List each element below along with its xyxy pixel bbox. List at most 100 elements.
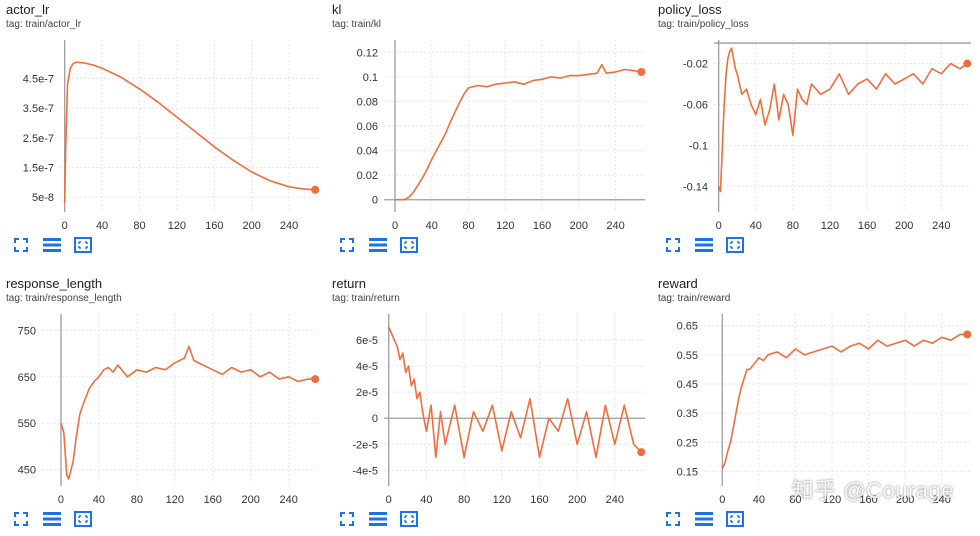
expand-icon[interactable] xyxy=(338,510,356,528)
expand-icon[interactable] xyxy=(12,510,30,528)
y-tick-label: -0.02 xyxy=(683,59,708,71)
chart-plot: 5e-8 1.5e-7 2.5e-7 3.5e-7 4.5e-7 0 40 80 120 160 2… xyxy=(23,40,320,232)
series-line xyxy=(395,63,642,201)
data-table-icon[interactable] xyxy=(695,510,713,528)
chart-panel-return: return tag: train/return -4e-5 -2e-5 0 2e-5… xyxy=(326,274,646,536)
chart-tag: tag: train/policy_loss xyxy=(658,19,749,30)
series-line xyxy=(63,61,316,204)
y-tick-label: 2e-5 xyxy=(356,387,378,399)
fit-domain-icon[interactable] xyxy=(726,510,744,528)
chart-title: kl xyxy=(332,2,342,17)
chart-tag: tag: train/actor_lr xyxy=(6,19,82,30)
y-tick-label: 0.1 xyxy=(363,72,378,84)
y-tick-label: 0.45 xyxy=(677,379,698,391)
fit-domain-icon[interactable] xyxy=(726,236,744,254)
y-tick-label: 4.5e-7 xyxy=(23,74,54,86)
series-end-marker xyxy=(963,59,972,68)
y-tick-label: 0.25 xyxy=(677,437,698,449)
x-tick-label: 80 xyxy=(789,494,801,506)
watermark: 知乎 @Courage xyxy=(791,478,954,503)
expand-icon[interactable] xyxy=(12,236,30,254)
x-tick-label: 80 xyxy=(133,220,145,232)
fit-domain-icon[interactable] xyxy=(74,510,92,528)
x-tick-label: 120 xyxy=(168,220,186,232)
y-tick-label: 0.12 xyxy=(357,47,378,59)
y-tick-label: -4e-5 xyxy=(352,465,378,477)
chart-toolbar xyxy=(664,510,744,528)
fit-domain-icon[interactable] xyxy=(74,236,92,254)
x-tick-label: 80 xyxy=(462,220,474,232)
x-tick-label: 40 xyxy=(420,494,432,506)
y-tick-label: 650 xyxy=(18,372,36,384)
y-tick-label: 750 xyxy=(18,325,36,337)
chart-panel-kl: kl tag: train/kl 0 0.02 0.04 0.06 0.08 0.1 0.1… xyxy=(326,0,646,262)
series-end-marker xyxy=(311,375,320,384)
expand-icon[interactable] xyxy=(664,510,682,528)
y-tick-label: 450 xyxy=(18,465,36,477)
x-tick-label: 240 xyxy=(933,494,951,506)
expand-icon[interactable] xyxy=(338,236,356,254)
x-tick-label: 200 xyxy=(568,494,586,506)
x-tick-label: 0 xyxy=(716,220,722,232)
y-tick-label: 0.35 xyxy=(677,408,698,420)
x-tick-label: 160 xyxy=(530,494,548,506)
fit-domain-icon[interactable] xyxy=(400,236,418,254)
x-tick-label: 0 xyxy=(719,494,725,506)
y-tick-label: 0.15 xyxy=(677,466,698,478)
series-end-marker xyxy=(637,67,646,76)
chart-title: return xyxy=(332,276,366,291)
x-tick-label: 120 xyxy=(821,220,839,232)
x-tick-label: 40 xyxy=(96,220,108,232)
chart-plot: 0 0.02 0.04 0.06 0.08 0.1 0.12 0 40 80 120 160 200 24… xyxy=(357,40,646,232)
data-table-icon[interactable] xyxy=(695,236,713,254)
x-tick-label: 200 xyxy=(570,220,588,232)
y-tick-label: 2.5e-7 xyxy=(23,133,54,145)
x-tick-label: 240 xyxy=(280,220,298,232)
chart-title: response_length xyxy=(6,276,103,291)
expand-icon[interactable] xyxy=(664,236,682,254)
fit-domain-icon[interactable] xyxy=(400,510,418,528)
x-tick-label: 80 xyxy=(787,220,799,232)
x-tick-label: 40 xyxy=(753,494,765,506)
chart-toolbar xyxy=(12,510,92,528)
x-tick-label: 120 xyxy=(496,220,514,232)
y-tick-label: -2e-5 xyxy=(352,439,378,451)
chart-tag: tag: train/return xyxy=(332,293,400,304)
y-tick-label: -0.1 xyxy=(689,140,708,152)
chart-title: policy_loss xyxy=(658,2,722,17)
series-line xyxy=(60,345,316,480)
y-tick-label: 0 xyxy=(372,413,378,425)
x-tick-label: 200 xyxy=(896,494,914,506)
data-table-icon[interactable] xyxy=(369,510,387,528)
y-tick-label: 5e-8 xyxy=(32,192,54,204)
series-line xyxy=(721,333,968,469)
data-table-icon[interactable] xyxy=(43,510,61,528)
chart-panel-policy-loss: policy_loss tag: train/policy_loss -0.02… xyxy=(652,0,972,262)
chart-plot: -0.02 -0.06 -0.1 -0.14 0 40 80 120 160 200 240 xyxy=(683,40,972,232)
x-tick-label: 160 xyxy=(533,220,551,232)
x-tick-label: 120 xyxy=(166,494,184,506)
y-tick-label: 0.02 xyxy=(357,170,378,182)
y-tick-label: 0.08 xyxy=(357,96,378,108)
y-tick-label: 0.06 xyxy=(357,121,378,133)
chart-toolbar xyxy=(664,236,744,254)
chart-plot: 0.15 0.25 0.35 0.45 0.55 0.65 0 40 80 120 160 200 24… xyxy=(677,314,972,506)
x-tick-label: 240 xyxy=(606,220,624,232)
x-tick-label: 200 xyxy=(242,494,260,506)
x-tick-label: 0 xyxy=(58,494,64,506)
x-tick-label: 160 xyxy=(204,494,222,506)
chart-tag: tag: train/response_length xyxy=(6,293,122,304)
x-tick-label: 40 xyxy=(750,220,762,232)
x-tick-label: 200 xyxy=(242,220,260,232)
chart-plot: 450 550 650 750 0 40 80 120 160 200 240 xyxy=(18,314,320,506)
chart-tag: tag: train/kl xyxy=(332,19,381,30)
x-tick-label: 240 xyxy=(932,220,950,232)
series-end-marker xyxy=(637,448,646,457)
x-tick-label: 0 xyxy=(392,220,398,232)
y-tick-label: 0.65 xyxy=(677,321,698,333)
series-line xyxy=(717,47,968,193)
y-tick-label: -0.14 xyxy=(683,181,708,193)
data-table-icon[interactable] xyxy=(369,236,387,254)
data-table-icon[interactable] xyxy=(43,236,61,254)
y-tick-label: 0 xyxy=(372,195,378,207)
